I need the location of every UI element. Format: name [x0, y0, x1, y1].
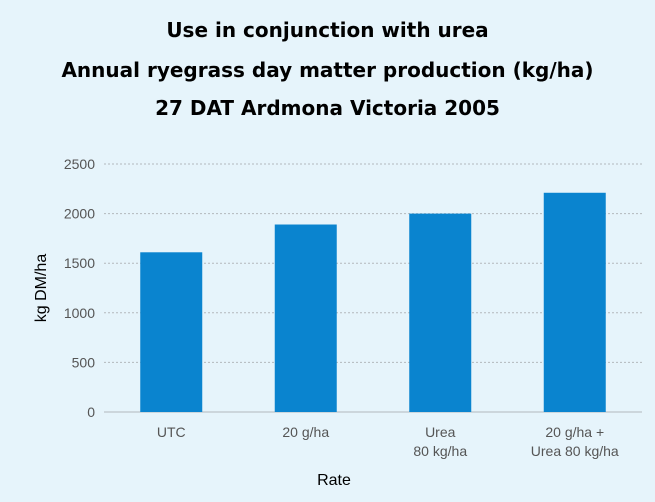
x-tick-label: 20 g/ha: [282, 424, 329, 440]
y-tick-label: 2000: [64, 206, 95, 222]
x-tick-label: Urea 80 kg/ha: [531, 443, 619, 459]
bar: [140, 252, 203, 412]
y-axis-title: kg DM/ha: [33, 254, 50, 323]
chart-title-line-2: Annual ryegrass day matter production (k…: [61, 58, 594, 82]
chart-title-line-1: Use in conjunction with urea: [166, 18, 489, 42]
bar: [543, 192, 606, 412]
y-tick-label: 0: [87, 404, 95, 420]
x-tick-label: Urea: [425, 424, 456, 440]
y-tick-label: 1500: [64, 255, 95, 271]
x-tick-label: 20 g/ha +: [545, 424, 604, 440]
y-tick-label: 1000: [64, 305, 95, 321]
x-axis-title: Rate: [317, 472, 351, 489]
x-tick-label: 80 kg/ha: [413, 443, 467, 459]
y-tick-label: 500: [72, 354, 96, 370]
x-tick-label: UTC: [157, 424, 186, 440]
y-tick-labels: 0 500 1000 1500 2000 2500: [64, 156, 95, 420]
chart-title-line-3: 27 DAT Ardmona Victoria 2005: [155, 96, 500, 120]
y-tick-label: 2500: [64, 156, 95, 172]
bar: [409, 213, 472, 412]
bar: [274, 224, 337, 412]
x-tick-labels: UTC 20 g/ha Urea 80 kg/ha 20 g/ha + Urea 80 k…: [157, 424, 619, 459]
bars: [140, 192, 606, 412]
